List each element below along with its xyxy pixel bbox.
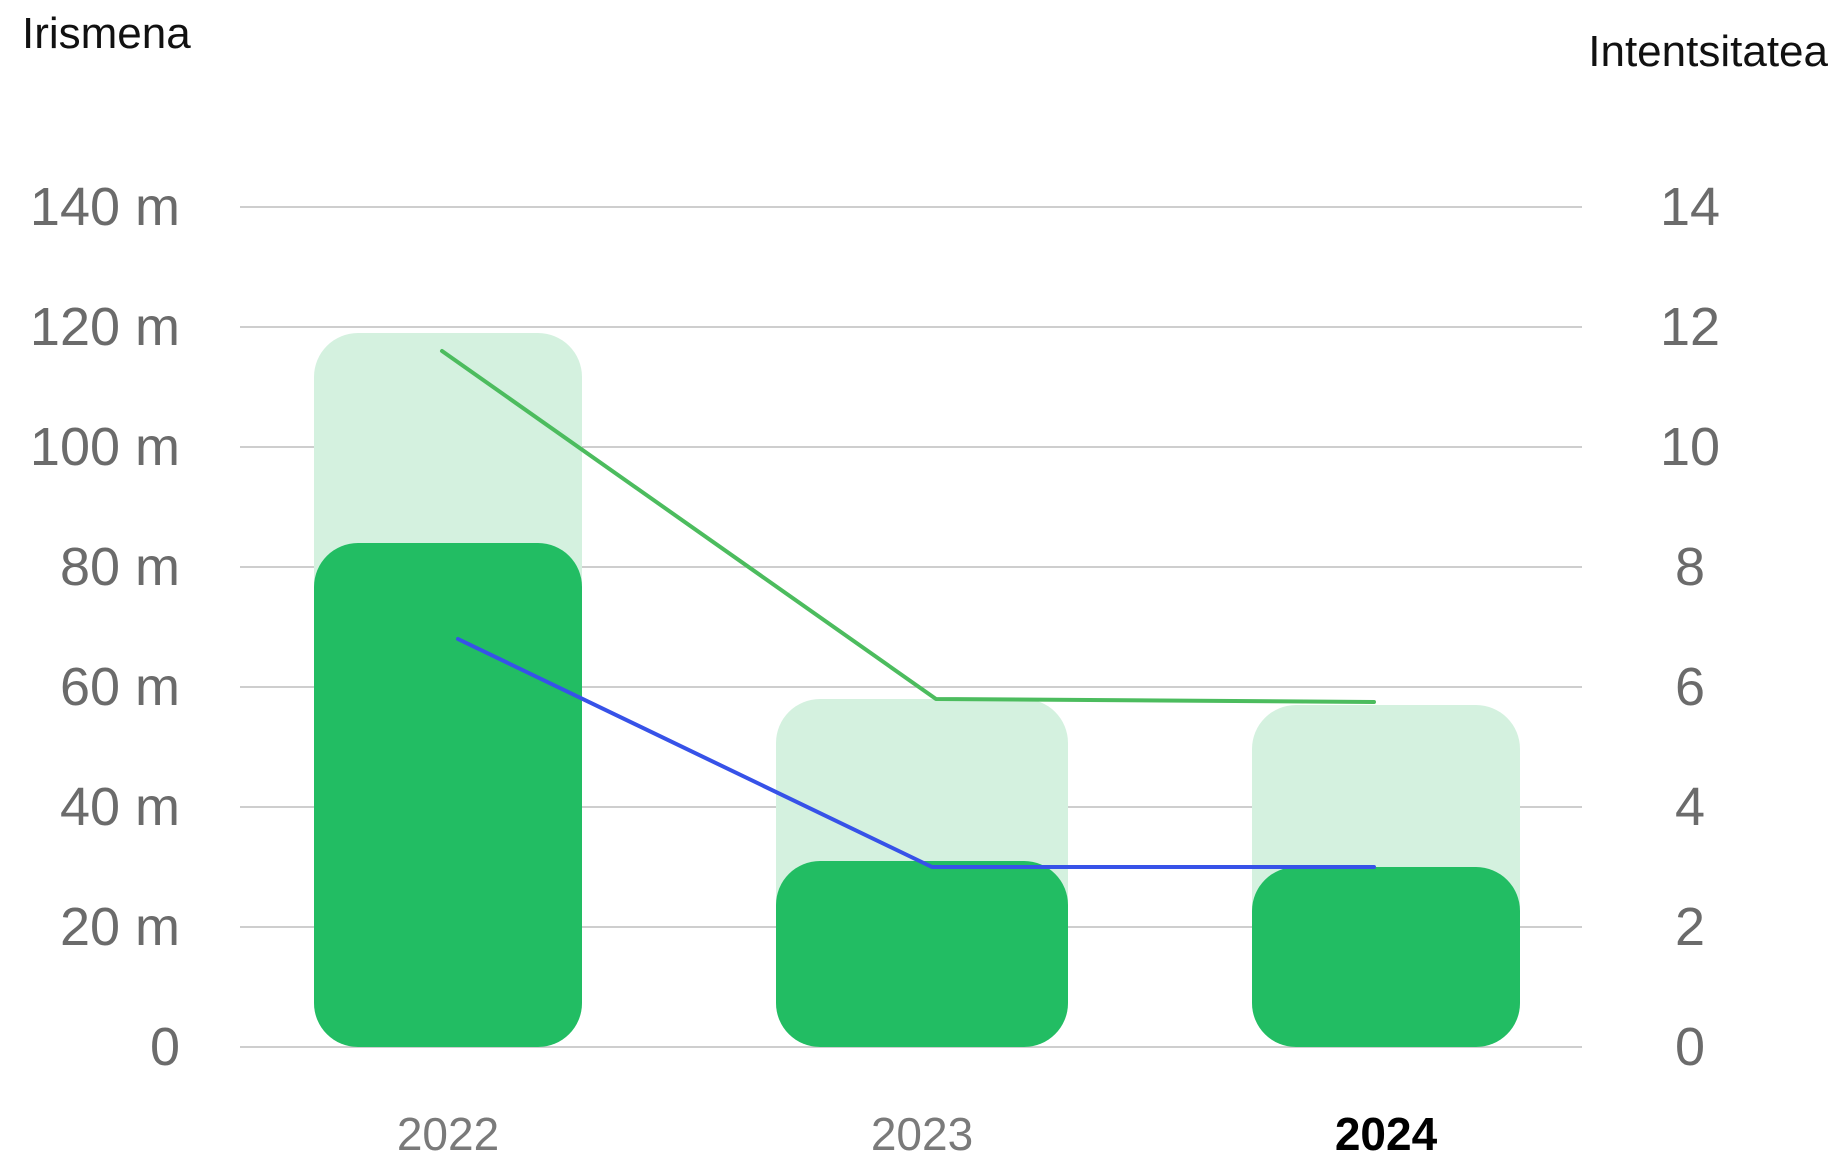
left-tick-label: 80 m	[60, 537, 180, 597]
left-tick-label: 120 m	[30, 297, 180, 357]
left-tick-label: 40 m	[60, 777, 180, 837]
bar-series1-2022	[314, 543, 582, 1047]
right-tick-label: 6	[1675, 657, 1705, 717]
x-label-2024: 2024	[1335, 1108, 1438, 1160]
trend-lines	[440, 349, 1376, 869]
line-series-0	[440, 349, 1376, 704]
left-tick-label: 100 m	[30, 417, 180, 477]
left-tick-label: 60 m	[60, 657, 180, 717]
right-tick-label: 14	[1660, 177, 1720, 237]
bar-series1-2024	[1252, 867, 1520, 1047]
bar-series1-2023	[776, 861, 1068, 1047]
left-axis-ticks: 0 20 m 40 m 60 m 80 m 100 m 120 m 140 m	[30, 177, 180, 1077]
left-tick-label: 0	[150, 1017, 180, 1077]
bars	[314, 333, 1520, 1047]
right-axis-ticks: 0 2 4 6 8 10 12 14	[1660, 177, 1720, 1077]
x-label-2023: 2023	[871, 1108, 973, 1160]
left-axis-title: Irismena	[22, 9, 191, 58]
right-tick-label: 10	[1660, 417, 1720, 477]
x-label-2022: 2022	[397, 1108, 499, 1160]
left-tick-label: 140 m	[30, 177, 180, 237]
right-tick-label: 0	[1675, 1017, 1705, 1077]
left-tick-label: 20 m	[60, 897, 180, 957]
line-series-1	[456, 637, 1376, 869]
right-axis-title: Intentsitatea	[1588, 27, 1828, 76]
right-tick-label: 8	[1675, 537, 1705, 597]
right-tick-label: 2	[1675, 897, 1705, 957]
right-tick-label: 12	[1660, 297, 1720, 357]
right-tick-label: 4	[1675, 777, 1705, 837]
x-axis-labels: 2022 2023 2024	[397, 1108, 1438, 1160]
